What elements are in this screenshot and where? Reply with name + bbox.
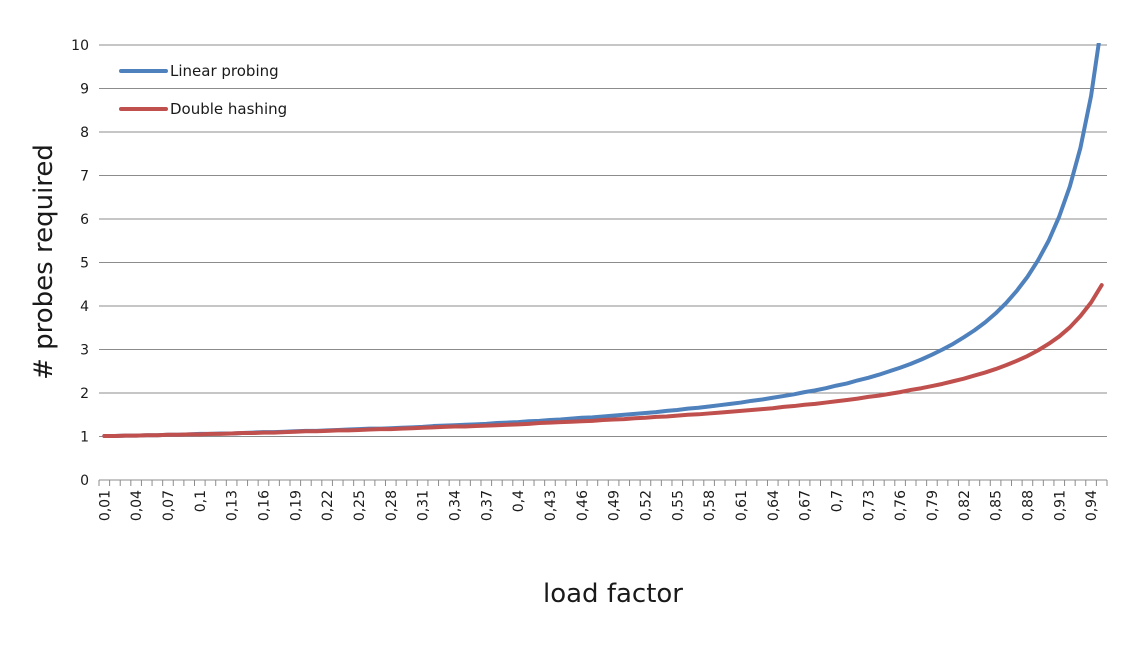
x-tick-label: 0,91 [1052, 490, 1068, 521]
x-tick-label: 0,37 [479, 490, 495, 521]
x-tick-label: 0,67 [798, 490, 814, 521]
series-lines [102, 43, 1104, 439]
x-tick-label: 0,28 [384, 490, 400, 521]
legend: Linear probing Double hashing [119, 62, 287, 118]
x-tick-label: 0,4 [511, 490, 527, 512]
y-tick-label: 7 [80, 169, 89, 185]
y-tick-label: 6 [80, 212, 89, 228]
x-tick-label: 0,61 [734, 490, 750, 521]
y-tick-label: 0 [80, 473, 89, 489]
x-tick-label: 0,64 [766, 490, 782, 521]
y-tick-label: 5 [80, 256, 89, 272]
x-tick-label: 0,73 [861, 490, 877, 521]
y-tick-labels: 0 1 2 3 4 5 6 7 8 9 10 [71, 38, 89, 489]
x-tick-label: 0,58 [702, 490, 718, 521]
y-tick-label: 8 [80, 125, 89, 141]
x-tick-label: 0,1 [193, 490, 209, 512]
x-tick-label: 0,43 [543, 490, 559, 521]
series-line-double-hashing [102, 283, 1104, 439]
x-tick-label: 0,13 [225, 490, 241, 521]
gridlines [98, 44, 1108, 486]
x-tick-label: 0,85 [989, 490, 1005, 521]
y-tick-label: 9 [80, 82, 89, 98]
y-tick-label: 3 [80, 343, 89, 359]
y-tick-label: 2 [80, 386, 89, 402]
x-tick-label: 0,82 [957, 490, 973, 521]
legend-label: Linear probing [170, 62, 279, 80]
x-tick-labels: 0,01 0,04 0,07 0,1 0,13 0,16 0,19 0,22 0,25 0,28 0… [97, 490, 1100, 521]
x-tick-label: 0,49 [607, 490, 623, 521]
y-tick-label: 4 [80, 299, 89, 315]
y-tick-label: 10 [71, 38, 89, 54]
x-tick-label: 0,7 [829, 490, 845, 512]
series-line-linear-probing [102, 43, 1101, 439]
x-tick-label: 0,79 [925, 490, 941, 521]
x-tick-label: 0,76 [893, 490, 909, 521]
x-tick-label: 0,88 [1020, 490, 1036, 521]
x-tick-label: 0,07 [161, 490, 177, 521]
x-tick-label: 0,25 [352, 490, 368, 521]
x-tick-label: 0,04 [129, 490, 145, 521]
x-tick-label: 0,52 [638, 490, 654, 521]
x-tick-label: 0,19 [288, 490, 304, 521]
y-axis-title: # probes required [29, 144, 59, 380]
x-tick-label: 0,01 [97, 490, 113, 521]
x-tick-label: 0,94 [1084, 490, 1100, 521]
x-tick-label: 0,55 [670, 490, 686, 521]
x-axis-title: load factor [543, 579, 683, 609]
x-tick-label: 0,31 [416, 490, 432, 521]
x-tick-label: 0,22 [320, 490, 336, 521]
x-tick-label: 0,16 [256, 490, 272, 521]
x-tick-label: 0,34 [447, 490, 463, 521]
x-tick-label: 0,46 [575, 490, 591, 521]
y-tick-label: 1 [80, 430, 89, 446]
legend-label: Double hashing [170, 100, 287, 118]
